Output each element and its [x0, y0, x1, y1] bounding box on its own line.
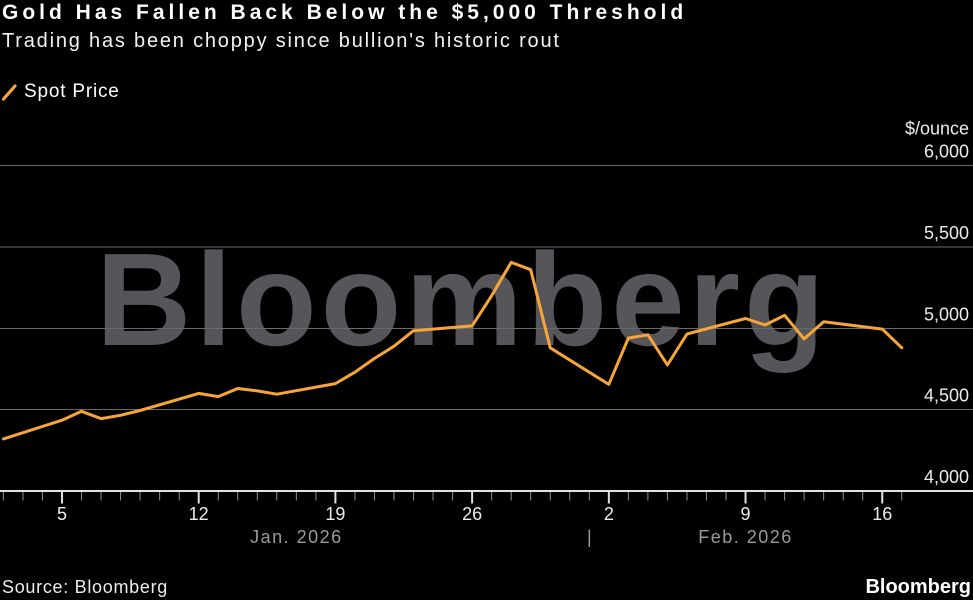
- x-tick-label: 9: [741, 504, 751, 524]
- y-tick-label: 6,000: [924, 142, 969, 162]
- x-tick-label: 5: [57, 504, 67, 524]
- watermark-text: Bloomberg: [96, 226, 829, 373]
- x-tick-label: 19: [325, 504, 345, 524]
- chart-title: Gold Has Fallen Back Below the $5,000 Th…: [2, 1, 688, 24]
- source-credit: Source: Bloomberg: [2, 577, 168, 597]
- bloomberg-logo: Bloomberg: [865, 576, 971, 598]
- chart-subtitle: Trading has been choppy since bullion's …: [2, 30, 561, 52]
- legend: Spot Price: [2, 81, 120, 103]
- legend-label: Spot Price: [24, 81, 120, 102]
- y-tick-label: 5,000: [924, 304, 969, 324]
- spot-price-line: [1, 260, 904, 441]
- y-tick-label: 4,500: [924, 386, 969, 406]
- month-label: Feb. 2026: [698, 527, 793, 547]
- x-tick-label: 16: [872, 504, 892, 524]
- y-tick-label: 4,000: [924, 467, 969, 487]
- month-label: Jan. 2026: [250, 527, 343, 547]
- spot-price-line-icon: [2, 83, 17, 101]
- month-separator: |: [587, 527, 592, 547]
- x-tick-label: 2: [604, 504, 614, 524]
- y-axis-unit-label: $/ounce: [905, 119, 969, 139]
- x-tick-label: 26: [462, 504, 482, 524]
- x-tick-label: 12: [189, 504, 209, 524]
- y-tick-label: 5,500: [924, 223, 969, 243]
